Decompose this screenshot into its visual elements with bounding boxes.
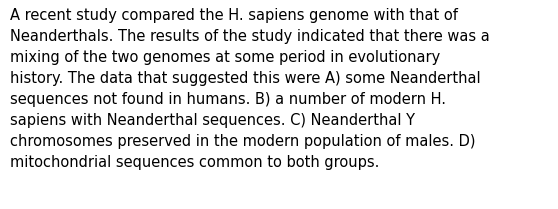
Text: A recent study compared the H. sapiens genome with that of
Neanderthals. The res: A recent study compared the H. sapiens g… — [10, 8, 490, 170]
